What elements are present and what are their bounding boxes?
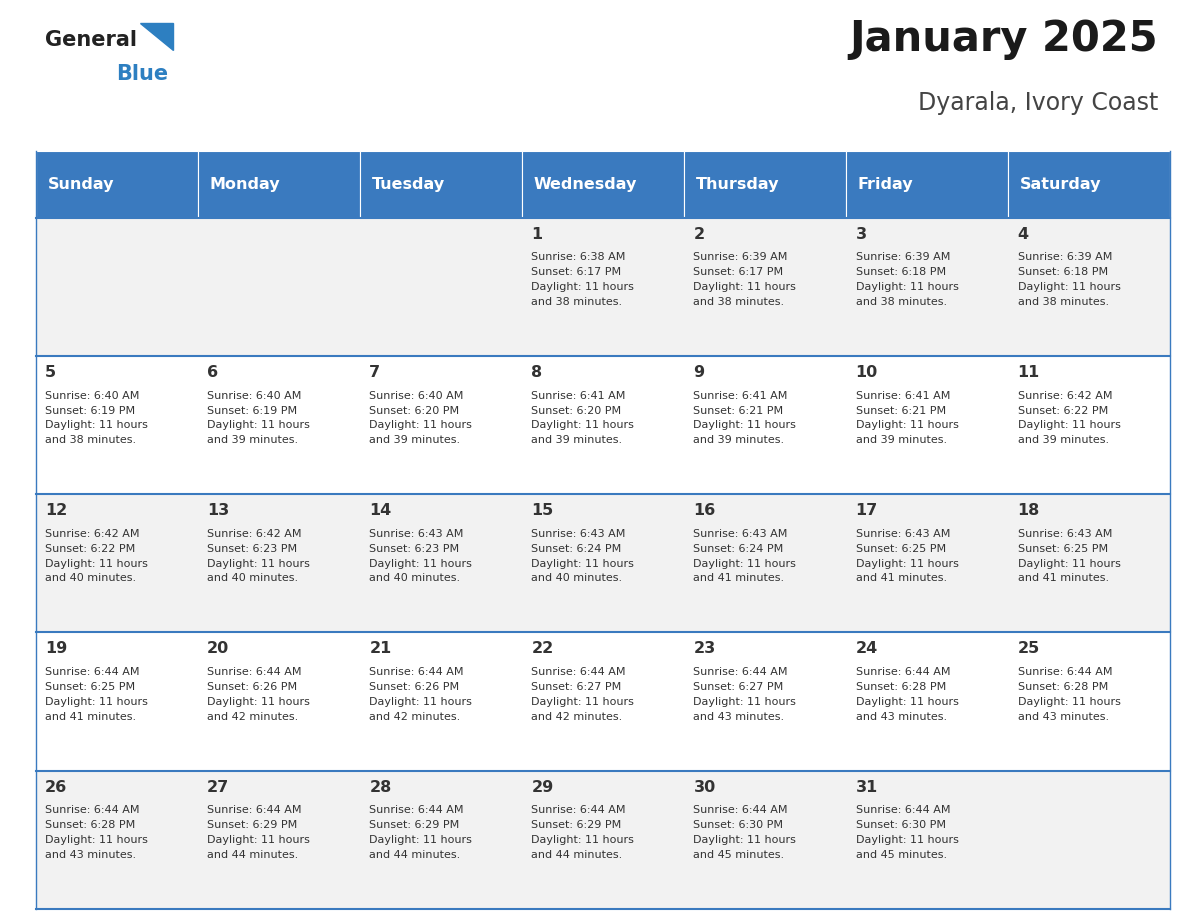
Text: 31: 31 [855,779,878,795]
Text: Sunrise: 6:39 AM
Sunset: 6:18 PM
Daylight: 11 hours
and 38 minutes.: Sunrise: 6:39 AM Sunset: 6:18 PM Dayligh… [855,252,959,307]
Text: Sunrise: 6:43 AM
Sunset: 6:25 PM
Daylight: 11 hours
and 41 minutes.: Sunrise: 6:43 AM Sunset: 6:25 PM Dayligh… [1018,529,1120,583]
Text: Sunrise: 6:43 AM
Sunset: 6:23 PM
Daylight: 11 hours
and 40 minutes.: Sunrise: 6:43 AM Sunset: 6:23 PM Dayligh… [369,529,472,583]
Text: Sunrise: 6:41 AM
Sunset: 6:21 PM
Daylight: 11 hours
and 39 minutes.: Sunrise: 6:41 AM Sunset: 6:21 PM Dayligh… [694,391,796,445]
Text: Sunrise: 6:44 AM
Sunset: 6:30 PM
Daylight: 11 hours
and 45 minutes.: Sunrise: 6:44 AM Sunset: 6:30 PM Dayligh… [694,805,796,860]
Text: Sunrise: 6:44 AM
Sunset: 6:27 PM
Daylight: 11 hours
and 43 minutes.: Sunrise: 6:44 AM Sunset: 6:27 PM Dayligh… [694,667,796,722]
Text: 7: 7 [369,365,380,380]
Bar [36,770,1170,909]
Text: Dyarala, Ivory Coast: Dyarala, Ivory Coast [918,91,1158,115]
Text: Thursday: Thursday [696,177,779,192]
Text: Sunrise: 6:42 AM
Sunset: 6:22 PM
Daylight: 11 hours
and 40 minutes.: Sunrise: 6:42 AM Sunset: 6:22 PM Dayligh… [45,529,148,583]
Text: 24: 24 [855,642,878,656]
Bar [1009,151,1170,218]
Text: Sunrise: 6:42 AM
Sunset: 6:22 PM
Daylight: 11 hours
and 39 minutes.: Sunrise: 6:42 AM Sunset: 6:22 PM Dayligh… [1018,391,1120,445]
Text: Sunrise: 6:38 AM
Sunset: 6:17 PM
Daylight: 11 hours
and 38 minutes.: Sunrise: 6:38 AM Sunset: 6:17 PM Dayligh… [531,252,634,307]
Text: Sunrise: 6:40 AM
Sunset: 6:19 PM
Daylight: 11 hours
and 38 minutes.: Sunrise: 6:40 AM Sunset: 6:19 PM Dayligh… [45,391,148,445]
Text: Blue: Blue [116,64,169,84]
Text: 22: 22 [531,642,554,656]
Text: Sunrise: 6:44 AM
Sunset: 6:28 PM
Daylight: 11 hours
and 43 minutes.: Sunrise: 6:44 AM Sunset: 6:28 PM Dayligh… [855,667,959,722]
Text: 10: 10 [855,365,878,380]
Text: Sunrise: 6:44 AM
Sunset: 6:26 PM
Daylight: 11 hours
and 42 minutes.: Sunrise: 6:44 AM Sunset: 6:26 PM Dayligh… [207,667,310,722]
Text: Sunrise: 6:44 AM
Sunset: 6:25 PM
Daylight: 11 hours
and 41 minutes.: Sunrise: 6:44 AM Sunset: 6:25 PM Dayligh… [45,667,148,722]
Text: 5: 5 [45,365,56,380]
Text: General: General [45,30,137,50]
Bar [522,151,684,218]
Text: Sunrise: 6:44 AM
Sunset: 6:28 PM
Daylight: 11 hours
and 43 minutes.: Sunrise: 6:44 AM Sunset: 6:28 PM Dayligh… [45,805,148,860]
Text: 8: 8 [531,365,543,380]
Text: 20: 20 [207,642,229,656]
Text: 15: 15 [531,503,554,519]
Text: 12: 12 [45,503,68,519]
Text: Sunrise: 6:40 AM
Sunset: 6:20 PM
Daylight: 11 hours
and 39 minutes.: Sunrise: 6:40 AM Sunset: 6:20 PM Dayligh… [369,391,472,445]
Text: Sunrise: 6:39 AM
Sunset: 6:18 PM
Daylight: 11 hours
and 38 minutes.: Sunrise: 6:39 AM Sunset: 6:18 PM Dayligh… [1018,252,1120,307]
Text: Tuesday: Tuesday [372,177,444,192]
Bar [36,633,1170,770]
Bar [36,151,197,218]
Text: Sunrise: 6:44 AM
Sunset: 6:28 PM
Daylight: 11 hours
and 43 minutes.: Sunrise: 6:44 AM Sunset: 6:28 PM Dayligh… [1018,667,1120,722]
Text: Sunrise: 6:41 AM
Sunset: 6:20 PM
Daylight: 11 hours
and 39 minutes.: Sunrise: 6:41 AM Sunset: 6:20 PM Dayligh… [531,391,634,445]
Text: 13: 13 [207,503,229,519]
Text: 3: 3 [855,227,867,241]
Text: 28: 28 [369,779,392,795]
Text: 26: 26 [45,779,68,795]
Text: Sunrise: 6:44 AM
Sunset: 6:27 PM
Daylight: 11 hours
and 42 minutes.: Sunrise: 6:44 AM Sunset: 6:27 PM Dayligh… [531,667,634,722]
Text: 19: 19 [45,642,68,656]
Text: 4: 4 [1018,227,1029,241]
Text: Sunrise: 6:43 AM
Sunset: 6:24 PM
Daylight: 11 hours
and 40 minutes.: Sunrise: 6:43 AM Sunset: 6:24 PM Dayligh… [531,529,634,583]
Bar [684,151,846,218]
Text: Sunrise: 6:44 AM
Sunset: 6:29 PM
Daylight: 11 hours
and 44 minutes.: Sunrise: 6:44 AM Sunset: 6:29 PM Dayligh… [369,805,472,860]
Text: Sunrise: 6:44 AM
Sunset: 6:26 PM
Daylight: 11 hours
and 42 minutes.: Sunrise: 6:44 AM Sunset: 6:26 PM Dayligh… [369,667,472,722]
Text: Sunrise: 6:44 AM
Sunset: 6:29 PM
Daylight: 11 hours
and 44 minutes.: Sunrise: 6:44 AM Sunset: 6:29 PM Dayligh… [207,805,310,860]
Text: Sunrise: 6:39 AM
Sunset: 6:17 PM
Daylight: 11 hours
and 38 minutes.: Sunrise: 6:39 AM Sunset: 6:17 PM Dayligh… [694,252,796,307]
Text: 30: 30 [694,779,715,795]
Text: Sunrise: 6:43 AM
Sunset: 6:25 PM
Daylight: 11 hours
and 41 minutes.: Sunrise: 6:43 AM Sunset: 6:25 PM Dayligh… [855,529,959,583]
Bar [360,151,522,218]
Text: 11: 11 [1018,365,1040,380]
Text: January 2025: January 2025 [849,17,1158,60]
Text: 18: 18 [1018,503,1040,519]
Text: 25: 25 [1018,642,1040,656]
Text: Sunrise: 6:41 AM
Sunset: 6:21 PM
Daylight: 11 hours
and 39 minutes.: Sunrise: 6:41 AM Sunset: 6:21 PM Dayligh… [855,391,959,445]
Bar [36,218,1170,356]
Text: Sunday: Sunday [48,177,114,192]
Text: Sunrise: 6:43 AM
Sunset: 6:24 PM
Daylight: 11 hours
and 41 minutes.: Sunrise: 6:43 AM Sunset: 6:24 PM Dayligh… [694,529,796,583]
Text: 17: 17 [855,503,878,519]
Text: Sunrise: 6:44 AM
Sunset: 6:30 PM
Daylight: 11 hours
and 45 minutes.: Sunrise: 6:44 AM Sunset: 6:30 PM Dayligh… [855,805,959,860]
Text: Wednesday: Wednesday [533,177,637,192]
Bar [197,151,360,218]
Text: 21: 21 [369,642,392,656]
Text: Friday: Friday [858,177,914,192]
Polygon shape [140,23,173,50]
Text: Saturday: Saturday [1020,177,1101,192]
Text: 23: 23 [694,642,715,656]
Text: 16: 16 [694,503,715,519]
Text: 27: 27 [207,779,229,795]
Bar [846,151,1009,218]
Text: 14: 14 [369,503,392,519]
Text: Monday: Monday [209,177,280,192]
Text: 29: 29 [531,779,554,795]
Text: 2: 2 [694,227,704,241]
Text: Sunrise: 6:42 AM
Sunset: 6:23 PM
Daylight: 11 hours
and 40 minutes.: Sunrise: 6:42 AM Sunset: 6:23 PM Dayligh… [207,529,310,583]
Text: 6: 6 [207,365,219,380]
Text: Sunrise: 6:40 AM
Sunset: 6:19 PM
Daylight: 11 hours
and 39 minutes.: Sunrise: 6:40 AM Sunset: 6:19 PM Dayligh… [207,391,310,445]
Text: Sunrise: 6:44 AM
Sunset: 6:29 PM
Daylight: 11 hours
and 44 minutes.: Sunrise: 6:44 AM Sunset: 6:29 PM Dayligh… [531,805,634,860]
Text: 9: 9 [694,365,704,380]
Text: 1: 1 [531,227,543,241]
Bar [36,356,1170,494]
Bar [36,494,1170,633]
